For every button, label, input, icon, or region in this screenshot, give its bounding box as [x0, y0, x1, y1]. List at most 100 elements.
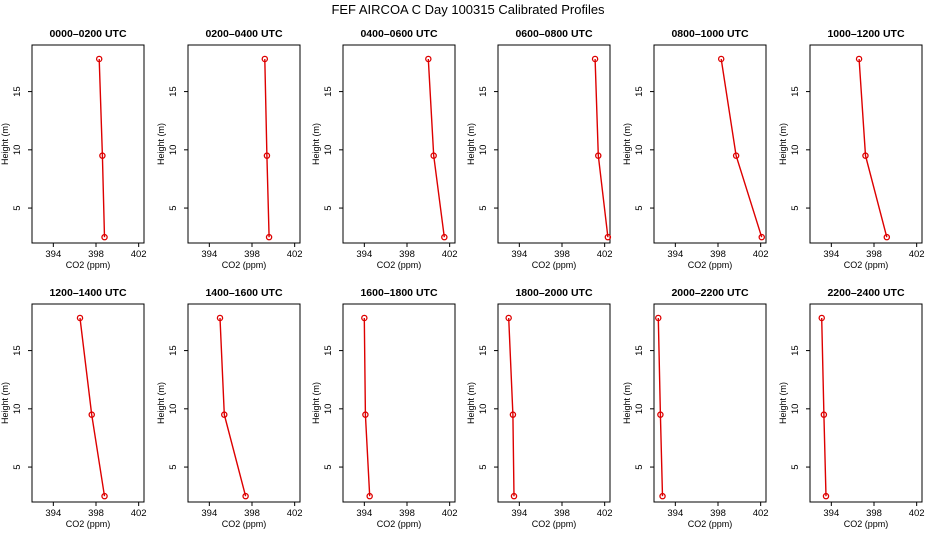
panel-title: 1200–1400 UTC: [49, 287, 126, 299]
y-tick-label: 10: [323, 404, 334, 415]
data-point: [855, 55, 863, 63]
data-point: [717, 55, 725, 63]
data-point: [362, 411, 369, 418]
y-tick-label: 10: [323, 145, 334, 156]
panel-title: 1600–1800 UTC: [360, 287, 437, 299]
x-tick-label: 402: [753, 249, 769, 260]
data-point: [659, 492, 666, 500]
y-tick-label: 5: [323, 205, 334, 210]
y-tick-label: 15: [478, 345, 489, 356]
y-tick-label: 15: [323, 86, 334, 97]
x-tick-label: 394: [667, 249, 683, 260]
profile-panel: 2200–2400 UTC 394 398 402 5 10 15 CO2 (ppm) Heig…: [778, 287, 925, 529]
x-axis-label: CO2 (ppm): [688, 260, 733, 270]
data-point: [221, 411, 228, 418]
profile-line: [594, 58, 609, 238]
x-tick-label: 394: [45, 508, 61, 519]
plot-frame: [31, 44, 145, 244]
x-axis-label: CO2 (ppm): [66, 519, 111, 529]
y-axis-label: Height (m): [311, 382, 321, 424]
plot-frame: [809, 44, 923, 244]
x-tick-label: 398: [554, 249, 570, 260]
y-tick-label: 5: [12, 464, 23, 469]
y-tick-label: 10: [634, 404, 645, 415]
x-tick-label: 394: [356, 249, 372, 260]
profile-line: [363, 317, 371, 497]
panel-grid: 0000–0200 UTC 394 398 402 5 10 15 CO2 (ppm) Heig…: [0, 28, 925, 529]
y-axis-label: Height (m): [311, 123, 321, 165]
data-point: [509, 411, 517, 418]
y-axis-label: Height (m): [156, 123, 166, 165]
y-axis-label: Height (m): [466, 382, 476, 424]
y-tick-label: 15: [12, 86, 23, 97]
profile-line: [821, 317, 827, 497]
profile-line: [720, 58, 763, 238]
data-point: [604, 233, 612, 241]
x-axis-label: CO2 (ppm): [532, 260, 577, 270]
y-tick-label: 10: [634, 145, 645, 156]
x-tick-label: 402: [597, 508, 613, 519]
data-point: [732, 152, 740, 159]
x-tick-label: 402: [287, 508, 303, 519]
x-tick-label: 394: [45, 249, 61, 260]
y-tick-label: 10: [478, 145, 489, 156]
data-point: [510, 492, 518, 500]
y-axis-label: Height (m): [622, 382, 632, 424]
profile-panel: 0600–0800 UTC 394 398 402 5 10 15 CO2 (ppm) Heig…: [466, 28, 613, 270]
profile-panel: 0000–0200 UTC 394 398 402 5 10 15 CO2 (ppm) Heig…: [0, 28, 147, 270]
x-tick-label: 394: [201, 249, 217, 260]
profile-panel: 1800–2000 UTC 394 398 402 5 10 15 CO2 (ppm) Heig…: [466, 287, 613, 529]
panel-title: 0200–0400 UTC: [205, 28, 282, 40]
y-tick-label: 10: [790, 145, 801, 156]
x-tick-label: 402: [909, 249, 925, 260]
panel-title: 1400–1600 UTC: [205, 287, 282, 299]
x-tick-label: 398: [554, 508, 570, 519]
data-point: [441, 233, 448, 241]
profile-line: [98, 58, 106, 238]
x-axis-label: CO2 (ppm): [688, 519, 733, 529]
panel-title: 2200–2400 UTC: [827, 287, 904, 299]
profile-line: [219, 317, 247, 497]
y-tick-label: 5: [168, 464, 179, 469]
x-axis-label: CO2 (ppm): [377, 519, 422, 529]
y-tick-label: 10: [790, 404, 801, 415]
panel-title: 0400–0600 UTC: [360, 28, 437, 40]
plot-frame: [653, 303, 767, 503]
x-tick-label: 402: [597, 249, 613, 260]
data-point: [216, 314, 224, 322]
y-tick-label: 10: [478, 404, 489, 415]
x-axis-label: CO2 (ppm): [844, 260, 889, 270]
y-tick-label: 15: [634, 345, 645, 356]
y-tick-label: 15: [634, 86, 645, 97]
plot-frame: [497, 44, 611, 244]
y-tick-label: 5: [478, 205, 489, 210]
x-axis-label: CO2 (ppm): [844, 519, 889, 529]
y-tick-label: 5: [478, 464, 489, 469]
data-point: [101, 492, 108, 500]
x-tick-label: 402: [287, 249, 303, 260]
data-point: [95, 55, 103, 63]
data-point: [758, 233, 765, 241]
y-tick-label: 15: [790, 86, 801, 97]
panel-title: 0800–1000 UTC: [671, 28, 748, 40]
y-tick-label: 5: [634, 464, 645, 469]
x-tick-label: 398: [88, 508, 104, 519]
profile-line: [508, 317, 515, 497]
x-tick-label: 394: [511, 249, 527, 260]
panel-title: 0000–0200 UTC: [49, 28, 126, 40]
profile-line: [657, 317, 664, 497]
profile-panel: 0200–0400 UTC 394 398 402 5 10 15 CO2 (ppm) Heig…: [156, 28, 303, 270]
x-axis-label: CO2 (ppm): [532, 519, 577, 529]
x-tick-label: 402: [442, 249, 458, 260]
x-tick-label: 394: [823, 249, 839, 260]
profile-line: [264, 58, 270, 238]
plot-frame: [809, 303, 923, 503]
panel-title: 0600–0800 UTC: [515, 28, 592, 40]
y-tick-label: 15: [168, 86, 179, 97]
y-axis-label: Height (m): [622, 123, 632, 165]
y-axis-label: Height (m): [0, 123, 10, 165]
plot-frame: [187, 44, 301, 244]
data-point: [366, 492, 373, 500]
profile-panel: 1000–1200 UTC 394 398 402 5 10 15 CO2 (ppm) Heig…: [778, 28, 925, 270]
data-point: [505, 314, 512, 322]
